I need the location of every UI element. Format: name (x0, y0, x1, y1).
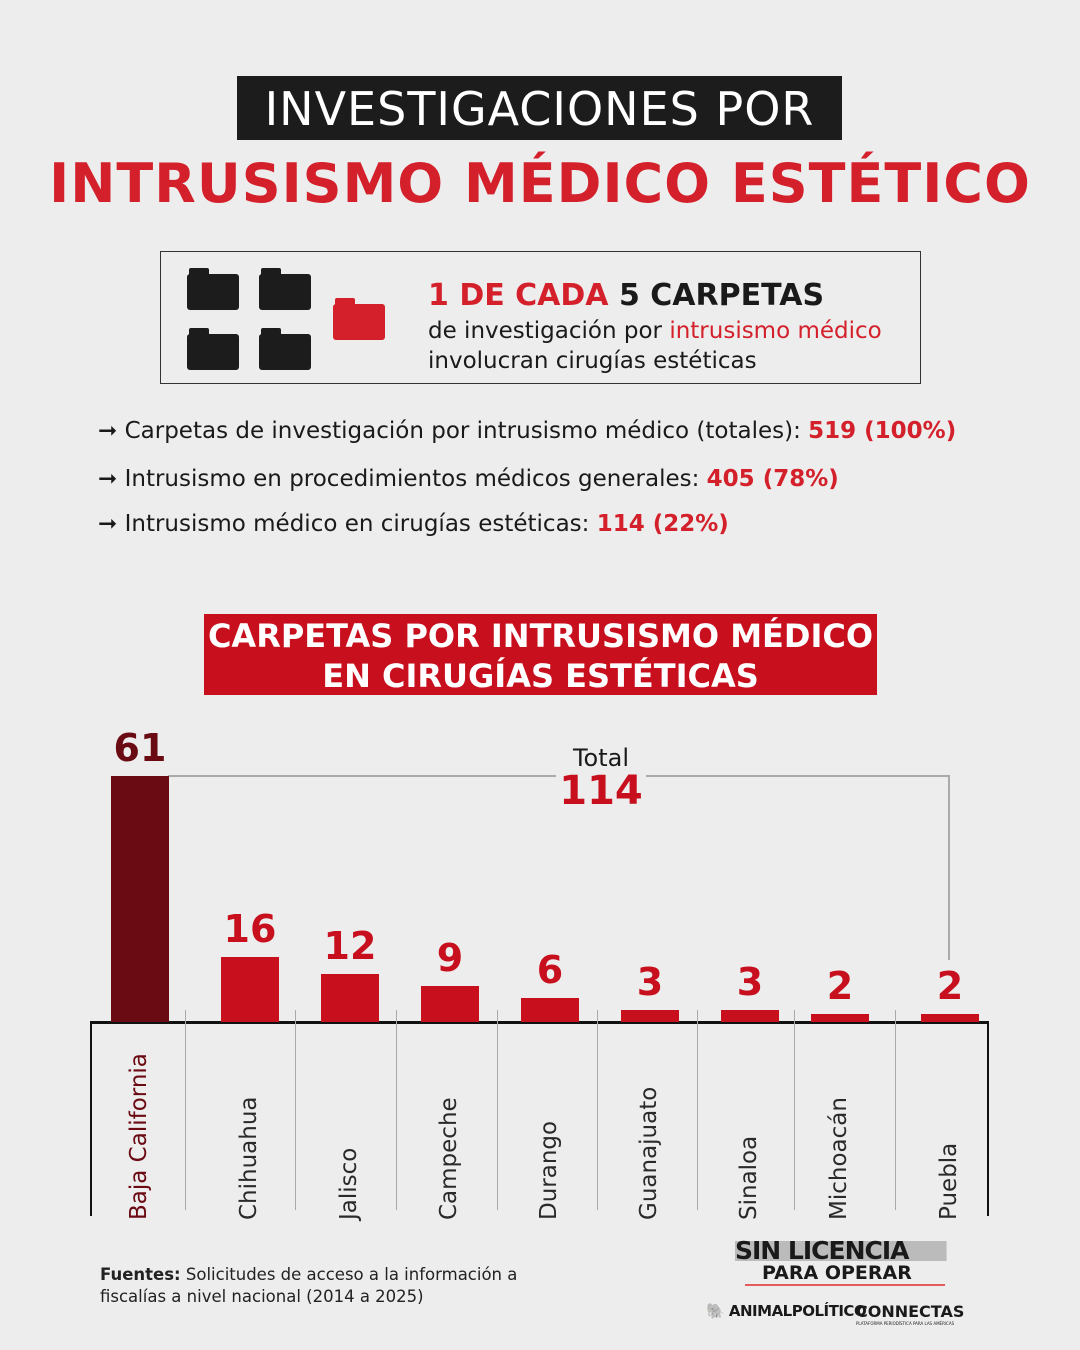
column-separator (295, 1010, 296, 1210)
total-label: Total (572, 744, 630, 772)
category-label: Campeche (436, 1097, 462, 1220)
bar-baja-california (111, 776, 169, 1022)
callout-box (160, 251, 921, 384)
data-label: 2 (826, 963, 854, 1008)
category-label: Durango (536, 1120, 562, 1220)
stat-row: ➞ Intrusismo en procedimientos médicos g… (98, 466, 839, 492)
chart-title: CARPETAS POR INTRUSISMO MÉDICO EN CIRUGÍ… (204, 614, 877, 695)
bar-campeche (421, 985, 479, 1022)
stat-row: ➞ Carpetas de investigación por intrusis… (98, 418, 956, 444)
data-label: 61 (113, 726, 167, 770)
axis-right-border (987, 1021, 989, 1216)
category-label: Jalisco (336, 1147, 362, 1220)
category-label: Michoacán (826, 1097, 852, 1220)
sources-note: Fuentes: Solicitudes de acceso a la info… (100, 1264, 540, 1308)
category-label: Chihuahua (236, 1096, 262, 1220)
stat-value: 405 (78%) (706, 466, 839, 492)
data-label: 16 (223, 907, 277, 952)
bar-jalisco (321, 973, 379, 1022)
arrow-right-icon: ➞ (98, 511, 125, 537)
column-separator (794, 1010, 795, 1210)
bar-michoacán (811, 1013, 869, 1022)
folder-icon (259, 328, 311, 370)
stat-row: ➞ Intrusismo médico en cirugías estética… (98, 511, 729, 537)
data-label: 3 (636, 959, 664, 1004)
sources-text: Solicitudes de acceso a la información a… (100, 1265, 518, 1306)
callout-headline: 1 DE CADA 5 CARPETAS (428, 278, 824, 313)
column-separator (185, 1010, 186, 1210)
callout-red: 1 DE CADA (428, 278, 609, 313)
bar-puebla (921, 1013, 979, 1022)
category-label: Puebla (936, 1142, 962, 1220)
total-bracket-right (948, 775, 950, 960)
column-separator (697, 1010, 698, 1210)
folder-red-icon (333, 298, 385, 340)
stat-label: Intrusismo en procedimientos médicos gen… (124, 466, 707, 492)
column-separator (396, 1010, 397, 1210)
campaign-logo: SIN LICENCIA PARA OPERAR (725, 1236, 965, 1286)
category-label: Sinaloa (736, 1135, 762, 1220)
connectas-logo: CONNECTAS PLATAFORMA PERIODÍSTICA PARA LA… (856, 1302, 965, 1326)
folder-icon (259, 268, 311, 310)
stat-label: Intrusismo médico en cirugías estéticas: (124, 511, 597, 537)
folder-icon (187, 328, 239, 370)
total-label-bg (556, 742, 646, 812)
callout-red-text: intrusismo médico (669, 318, 882, 344)
title-line-2: INTRUSISMO MÉDICO ESTÉTICO (49, 152, 1031, 215)
bar-chihuahua (221, 957, 279, 1022)
bar-guanajuato (621, 1009, 679, 1022)
stat-value: 519 (100%) (808, 418, 957, 444)
data-label: 9 (436, 935, 464, 980)
axis-left-border (90, 1021, 92, 1216)
folder-icon (187, 268, 239, 310)
callout-line-2: de investigación por intrusismo médico (428, 318, 882, 344)
total-value: 114 (559, 768, 643, 814)
stat-label: Carpetas de investigación por intrusismo… (124, 418, 809, 444)
column-separator (497, 1010, 498, 1210)
data-label: 2 (936, 963, 964, 1008)
x-axis (90, 1021, 989, 1024)
callout-text: de investigación por (428, 318, 670, 344)
column-separator (597, 1010, 598, 1210)
title-line-1: INVESTIGACIONES POR (237, 76, 842, 140)
column-separator (895, 1010, 896, 1210)
bar-sinaloa (721, 1009, 779, 1022)
animalpolitico-logo: 🐘 ANIMALPOLÍTICO (706, 1302, 867, 1320)
bar-durango (521, 997, 579, 1022)
category-label: Baja California (126, 1053, 152, 1220)
data-label: 6 (536, 947, 564, 992)
category-label: Guanajuato (636, 1086, 662, 1220)
sources-label: Fuentes: (100, 1265, 181, 1284)
arrow-right-icon: ➞ (98, 466, 125, 492)
callout-line-3: involucran cirugías estéticas (428, 348, 757, 374)
arrow-right-icon: ➞ (98, 418, 125, 444)
data-label: 12 (323, 923, 377, 968)
data-label: 3 (736, 959, 764, 1004)
callout-black: 5 CARPETAS (618, 278, 825, 313)
stat-value: 114 (22%) (596, 511, 729, 537)
